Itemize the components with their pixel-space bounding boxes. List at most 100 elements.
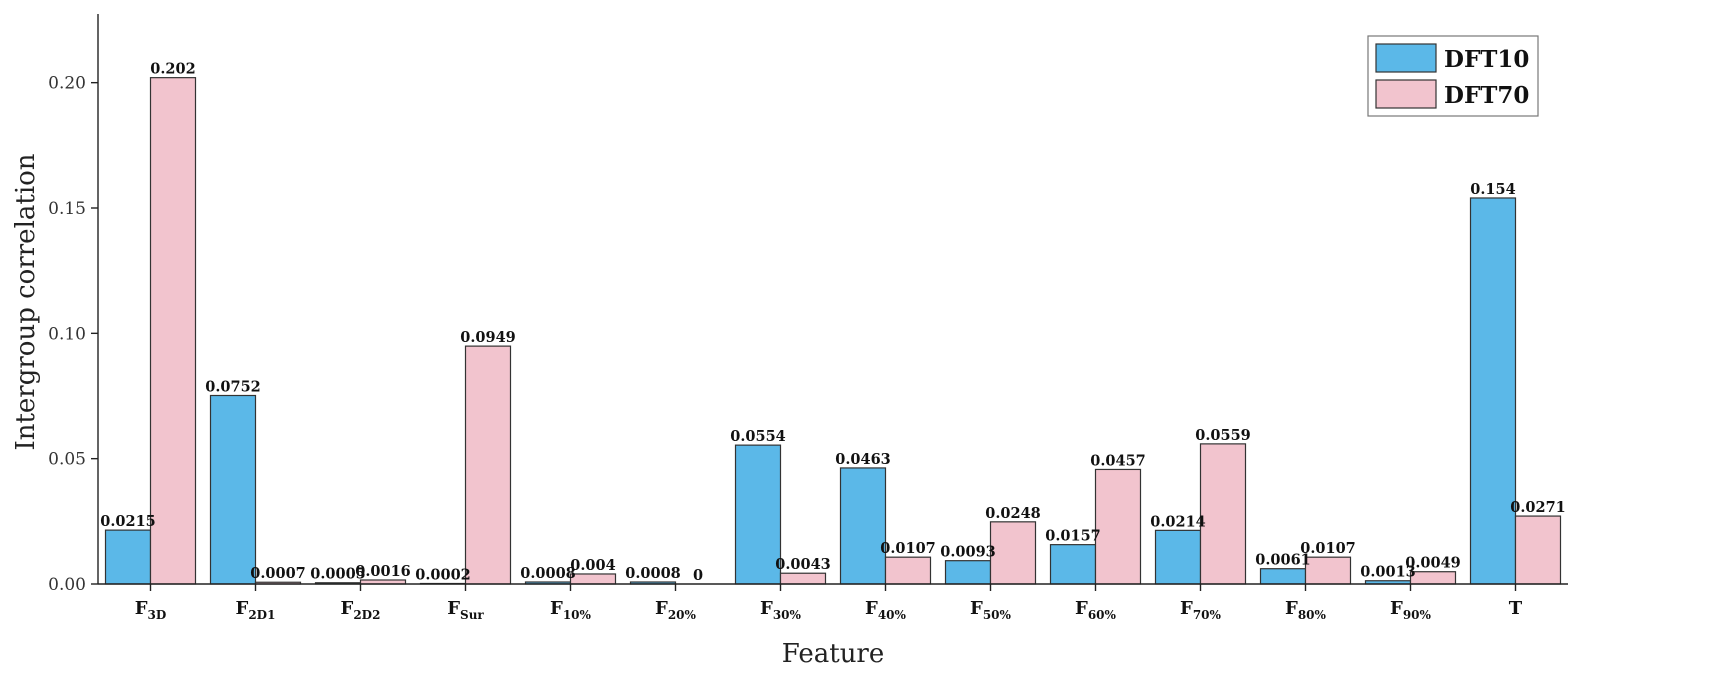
x-tick-label-3: FSur [447,598,484,622]
value-label-dft10-11: 0.0061 [1255,552,1311,569]
x-tick-label-main: F [1285,598,1298,619]
x-tick-label-main: F [135,598,148,619]
value-label-dft10-8: 0.0093 [940,544,996,561]
x-tick-label-1: F2D1 [236,598,276,622]
value-label-dft70-12: 0.0049 [1405,555,1461,572]
value-label-dft10-1: 0.0752 [205,378,261,395]
x-tick-label-sub: Sur [460,608,484,622]
value-label-dft10-6: 0.0554 [730,428,786,445]
bar-dft70-13 [1514,515,1562,585]
x-tick-label-main: F [341,598,354,619]
value-label-dft70-4: 0.004 [570,557,615,574]
x-tick-label-sub: 2D2 [353,608,380,622]
bar-dft70-11 [1304,556,1352,585]
y-tick-label: 0.10 [48,324,86,344]
bar-dft10-7 [839,467,887,585]
x-tick-label-main: F [760,598,773,619]
x-tick-label-12: F90% [1390,598,1431,622]
x-tick-label-sub: 20% [668,608,697,622]
y-axis-title: Intergroup correlation [11,153,41,450]
x-tick-label-11: F80% [1285,598,1326,622]
legend-label-dft70: DFT70 [1444,82,1529,109]
value-label-dft10-13: 0.154 [1470,181,1515,198]
value-label-dft70-6: 0.0043 [775,556,831,573]
x-tick-label-sub: 50% [983,608,1012,622]
x-tick-label-sub: 3D [148,608,167,622]
x-tick-label-sub: 80% [1298,608,1327,622]
value-label-dft70-8: 0.0248 [985,505,1041,522]
y-tick-label: 0.00 [48,575,86,595]
bar-dft70-10 [1199,443,1247,585]
value-label-dft70-0: 0.202 [150,61,195,78]
x-tick-label-sub: 70% [1193,608,1222,622]
x-tick-label-sub: 40% [878,608,907,622]
bar-dft10-13 [1469,197,1517,585]
legend-label-dft10: DFT10 [1444,46,1529,73]
value-label-dft10-0: 0.0215 [100,513,156,530]
x-tick-label-8: F50% [970,598,1011,622]
y-tick-label: 0.15 [48,199,86,219]
bar-dft70-6 [779,572,827,585]
bar-dft70-12 [1409,571,1457,585]
value-label-dft10-12: 0.0013 [1360,564,1416,581]
x-axis-title: Feature [782,639,885,669]
x-tick-label-sub: 10% [563,608,592,622]
bar-dft70-4 [569,573,617,585]
x-axis-ticks: F3D F2D1 F2D2 FSur F10% F20% F30% F40% F50% F60% F… [135,584,1523,622]
value-label-dft10-9: 0.0157 [1045,528,1101,545]
x-tick-label-main: F [865,598,878,619]
y-axis-ticks: 0.00 0.05 0.10 0.15 0.20 [48,74,98,595]
x-tick-label-main: F [655,598,668,619]
value-label-dft70-13: 0.0271 [1510,499,1566,516]
bar-dft10-6 [734,444,782,585]
x-tick-label-4: F10% [550,598,591,622]
bar-dft10-10 [1154,529,1202,585]
value-label-dft70-7: 0.0107 [880,540,936,557]
bar-dft10-11 [1259,568,1307,585]
value-label-dft70-11: 0.0107 [1300,540,1356,557]
bar-dft70-0 [149,77,197,585]
x-tick-label-main: F [1390,598,1403,619]
x-tick-label-main: F [1075,598,1088,619]
x-tick-label-10: F70% [1180,598,1221,622]
legend-swatch-dft10 [1375,43,1437,73]
x-tick-label-2: F2D2 [341,598,381,622]
x-tick-label-6: F30% [760,598,801,622]
bar-dft70-3 [464,345,512,585]
x-tick-label-5: F20% [655,598,696,622]
x-tick-label-main: F [236,598,249,619]
x-tick-label-0: F3D [135,598,167,622]
bar-dft10-9 [1049,544,1097,585]
x-tick-label-main: F [1180,598,1193,619]
x-tick-label-9: F60% [1075,598,1116,622]
x-tick-label-main: T [1509,598,1523,619]
value-label-dft70-3: 0.0949 [460,329,516,346]
x-tick-label-main: F [970,598,983,619]
value-label-dft70-1: 0.0007 [250,565,306,582]
x-tick-label-sub: 2D1 [248,608,275,622]
legend-swatch-dft70 [1375,79,1437,109]
value-label-dft70-5: 0 [693,567,703,584]
bar-dft70-8 [989,521,1037,585]
bar-dft70-9 [1094,468,1142,585]
legend: DFT10 DFT70 [1367,35,1539,117]
value-label-dft10-10: 0.0214 [1150,513,1206,530]
value-label-dft10-4: 0.0008 [520,565,576,582]
x-tick-label-sub: 30% [773,608,802,622]
value-label-dft70-9: 0.0457 [1090,452,1146,469]
x-tick-label-7: F40% [865,598,906,622]
value-label-dft70-10: 0.0559 [1195,427,1251,444]
value-label-dft10-3: 0.0002 [415,566,471,583]
value-label-dft70-2: 0.0016 [355,563,411,580]
value-label-dft10-5: 0.0008 [625,565,681,582]
x-tick-label-main: F [447,598,460,619]
x-tick-label-sub: 90% [1403,608,1432,622]
value-label-dft10-7: 0.0463 [835,451,891,468]
x-tick-label-13: T [1509,598,1523,619]
bar-dft70-7 [884,556,932,585]
x-tick-label-sub: 60% [1088,608,1117,622]
y-tick-label: 0.05 [48,450,86,470]
